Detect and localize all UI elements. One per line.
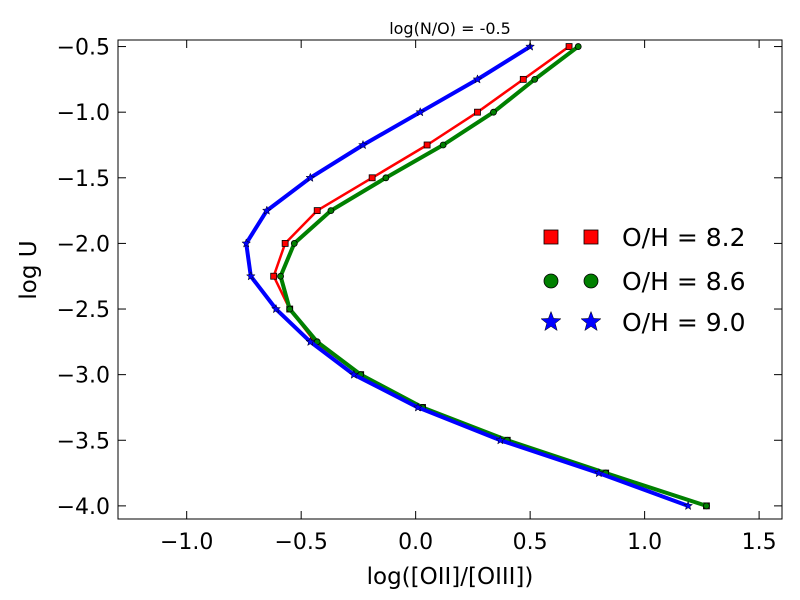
legend-marker-star bbox=[540, 310, 562, 332]
data-point bbox=[490, 108, 497, 116]
y-tick-label: −2.5 bbox=[57, 298, 110, 323]
legend-label: O/H = 9.0 bbox=[622, 308, 746, 337]
data-point bbox=[277, 272, 284, 280]
y-axis-label: log U bbox=[16, 240, 42, 299]
legend: O/H = 8.2 O/H = 8.6 O/H = 9.0 bbox=[540, 223, 746, 337]
data-point bbox=[368, 174, 376, 182]
chart-title: log(N/O) = -0.5 bbox=[389, 19, 511, 38]
y-tick-label: −3.0 bbox=[57, 364, 110, 389]
data-point bbox=[305, 172, 316, 183]
legend-label: O/H = 8.2 bbox=[622, 223, 746, 252]
plot-frame bbox=[117, 39, 783, 520]
data-point bbox=[519, 75, 527, 83]
legend-marker-circle bbox=[583, 273, 599, 289]
data-point bbox=[281, 240, 289, 247]
data-point bbox=[474, 108, 481, 116]
legend-marker-circle bbox=[543, 273, 559, 289]
y-tick-label: −1.5 bbox=[57, 167, 110, 192]
plot-area bbox=[117, 39, 783, 520]
x-tick-label: −1.0 bbox=[160, 530, 213, 555]
legend-item: O/H = 8.2 bbox=[543, 223, 746, 252]
legend-label: O/H = 8.6 bbox=[622, 267, 746, 296]
x-axis-label: log([OII]/[OIII]) bbox=[367, 564, 534, 590]
data-point bbox=[382, 174, 390, 182]
legend-marker-square bbox=[543, 229, 559, 245]
data-point bbox=[270, 272, 278, 280]
y-tick-label: −4.0 bbox=[57, 495, 110, 520]
legend-item: O/H = 9.0 bbox=[540, 308, 746, 337]
series-star bbox=[241, 41, 694, 511]
y-axis: −0.5 −1.0 −1.5 −2.0 −2.5 −3.0 −3.5 −4.0 bbox=[57, 36, 782, 520]
x-axis: −1.0 −0.5 0.0 0.5 1.0 1.5 bbox=[160, 40, 777, 555]
x-tick-label: 1.0 bbox=[627, 530, 662, 555]
data-point bbox=[495, 435, 506, 445]
x-tick-label: 1.5 bbox=[742, 530, 777, 555]
data-point bbox=[703, 502, 710, 510]
data-point bbox=[286, 305, 294, 313]
data-point bbox=[412, 402, 423, 412]
x-tick-label: 0.5 bbox=[513, 530, 548, 555]
data-point bbox=[245, 271, 256, 281]
data-point bbox=[271, 303, 281, 314]
data-point bbox=[358, 139, 368, 150]
data-point bbox=[531, 75, 539, 83]
y-tick-label: −3.5 bbox=[57, 429, 110, 454]
data-point bbox=[683, 500, 694, 511]
data-point bbox=[305, 336, 316, 347]
data-point bbox=[241, 238, 252, 248]
data-point bbox=[439, 141, 447, 149]
legend-item: O/H = 8.6 bbox=[543, 267, 746, 296]
y-tick-label: −1.0 bbox=[57, 101, 110, 126]
data-point bbox=[423, 141, 431, 149]
data-point bbox=[593, 467, 604, 478]
data-point bbox=[290, 240, 298, 247]
data-point bbox=[327, 207, 335, 215]
x-tick-label: −0.5 bbox=[274, 530, 327, 555]
legend-marker-star bbox=[580, 310, 602, 332]
data-point bbox=[313, 207, 321, 215]
data-point bbox=[574, 43, 582, 50]
data-point bbox=[261, 205, 272, 215]
y-tick-label: −2.0 bbox=[57, 232, 110, 257]
x-tick-label: 0.0 bbox=[398, 530, 433, 555]
legend-marker-square bbox=[583, 229, 599, 245]
data-point bbox=[348, 369, 359, 379]
data-point bbox=[565, 43, 573, 50]
data-point bbox=[472, 74, 483, 84]
data-point bbox=[415, 106, 426, 117]
y-tick-label: −0.5 bbox=[57, 36, 110, 61]
